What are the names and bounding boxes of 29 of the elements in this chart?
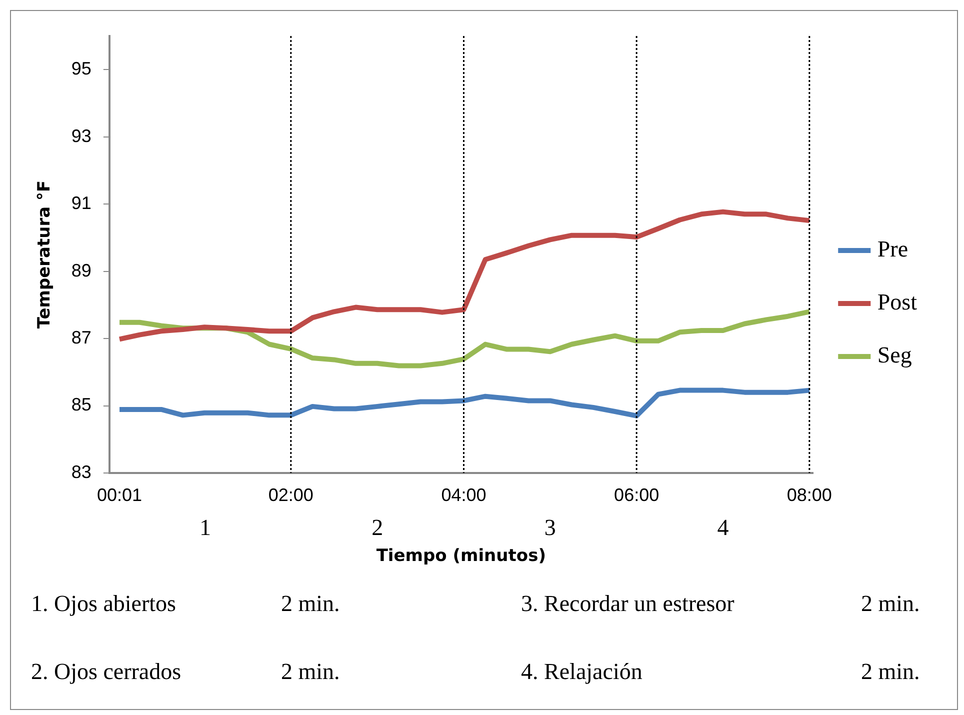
text: 2 min. bbox=[861, 659, 921, 685]
text: 2 min. bbox=[281, 591, 341, 617]
x-axis-title: Tiempo (minutos) bbox=[376, 546, 546, 566]
y-tick-label: 91 bbox=[71, 193, 92, 214]
text: 1. Ojos abiertos bbox=[31, 591, 178, 617]
text: 2 bbox=[372, 515, 384, 540]
y-tick-label: 83 bbox=[71, 462, 92, 482]
y-tick-label: 95 bbox=[71, 58, 92, 79]
legend-label: Post bbox=[877, 290, 918, 315]
text: 1 bbox=[199, 515, 211, 540]
text: 2 min. bbox=[281, 659, 341, 685]
x-tick-label: 02:00 bbox=[268, 484, 314, 505]
y-tick-label: 89 bbox=[71, 260, 92, 280]
y-tick-label: 93 bbox=[71, 126, 92, 146]
legend-label: Seg bbox=[877, 342, 912, 368]
x-tick-label: 00:01 bbox=[96, 484, 142, 505]
text: 4 bbox=[717, 515, 730, 540]
text: 4. Relajación bbox=[521, 659, 644, 685]
text: 3. Recordar un estresor bbox=[521, 591, 736, 617]
y-axis-title: Temperatura °F bbox=[34, 180, 55, 329]
text: 3 bbox=[544, 515, 556, 540]
x-tick-label: 08:00 bbox=[786, 484, 832, 505]
y-tick-label: 85 bbox=[71, 394, 92, 415]
legend-label: Pre bbox=[877, 236, 908, 262]
text: 2 min. bbox=[861, 591, 921, 617]
y-tick-label: 87 bbox=[71, 328, 92, 348]
text: 2. Ojos cerrados bbox=[31, 659, 182, 685]
x-tick-label: 04:00 bbox=[441, 484, 486, 505]
x-tick-label: 06:00 bbox=[614, 484, 660, 505]
